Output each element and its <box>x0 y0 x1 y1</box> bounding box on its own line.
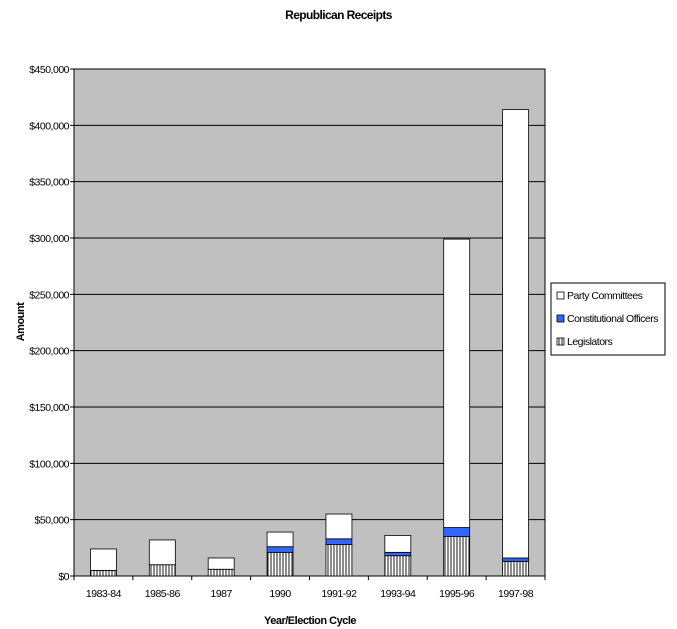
bar-segment-constitutional-officers <box>266 546 294 553</box>
bar-segment-constitutional-officers <box>443 527 471 537</box>
y-tick-label: $450,000 <box>29 64 69 76</box>
bar-segment-party-committees <box>266 531 294 548</box>
bar-segment-constitutional-officers <box>502 557 529 562</box>
y-tick-label: $0 <box>58 571 69 583</box>
bar-segment-party-committees <box>90 548 117 571</box>
y-tick-label: $100,000 <box>29 458 69 470</box>
x-tick-label: 1985-86 <box>145 588 181 600</box>
bar-segment-legislators <box>266 551 294 577</box>
bar-segment-party-committees <box>384 535 412 553</box>
bar-segment-legislators <box>443 536 471 577</box>
bar-segment-party-committees <box>443 238 471 528</box>
bar-segment-constitutional-officers <box>384 551 412 557</box>
bar-segment-party-committees <box>148 539 176 566</box>
y-tick-label: $50,000 <box>35 515 70 527</box>
bar-segment-party-committees <box>502 109 529 559</box>
x-tick-label: 1997-98 <box>498 588 534 600</box>
y-tick-label: $350,000 <box>29 177 69 189</box>
legend: Party Committees Constitutional Officers L… <box>550 282 666 356</box>
x-tick-label: 1991-92 <box>321 588 357 600</box>
x-tick-label: 1983-84 <box>86 588 122 600</box>
legend-swatch <box>556 291 565 300</box>
chart-title: Republican Receipts <box>285 8 392 22</box>
bar-segment-legislators <box>90 569 117 577</box>
bar-segment-legislators <box>148 564 176 577</box>
legend-label: Party Committees <box>567 290 643 302</box>
bar-segment-legislators <box>325 544 353 577</box>
bar-segment-party-committees <box>325 513 353 540</box>
y-tick-label: $200,000 <box>29 346 69 358</box>
bar-segment-legislators <box>384 555 412 577</box>
legend-label: Constitutional Officers <box>567 313 658 325</box>
y-tick-label: $300,000 <box>29 233 69 245</box>
x-tick-label: 1993-94 <box>380 588 416 600</box>
legend-swatch <box>556 314 565 323</box>
x-tick-label: 1987 <box>211 588 233 600</box>
y-tick-label: $150,000 <box>29 402 69 414</box>
bar-segment-legislators <box>502 560 529 577</box>
plot-area <box>73 68 546 577</box>
y-tick-label: $250,000 <box>29 289 69 301</box>
legend-swatch <box>556 337 565 346</box>
y-tick-label: $400,000 <box>29 120 69 132</box>
x-tick-label: 1990 <box>269 588 291 600</box>
bar-segment-constitutional-officers <box>325 538 353 545</box>
legend-box <box>550 282 666 356</box>
bar-segment-legislators <box>207 568 235 577</box>
x-tick-label: 1995-96 <box>439 588 475 600</box>
y-axis-title: Amount <box>15 302 27 341</box>
legend-label: Legislators <box>567 336 613 348</box>
bar-segment-party-committees <box>207 557 235 570</box>
x-axis-title: Year/Election Cycle <box>264 615 356 627</box>
